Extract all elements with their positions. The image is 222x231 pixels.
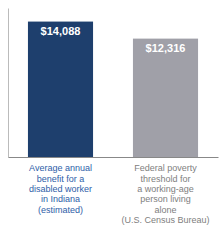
y-axis-line (8, 9, 9, 158)
data-labels: $14,088 $12,316 (41, 25, 186, 54)
x-tick: Federal povertythreshold fora working-ag… (121, 157, 209, 225)
data-label: $14,088 (41, 25, 81, 37)
data-label: $12,316 (146, 42, 186, 54)
x-tick-label: Federal povertythreshold fora working-ag… (121, 163, 209, 225)
x-tick-label-line: benefit for a (37, 174, 85, 184)
x-axis: Average annualbenefit for adisabled work… (9, 157, 219, 225)
x-tick-label-line: a working-age (137, 184, 194, 194)
x-axis-line (9, 157, 219, 158)
bar (28, 22, 93, 157)
x-tick-label-line: (estimated) (38, 205, 83, 215)
x-tick-label: Average annualbenefit for adisabled work… (29, 163, 92, 214)
x-tick-label-line: person living (140, 194, 191, 204)
bar (133, 39, 198, 157)
plot: Average annualbenefit for adisabled work… (9, 9, 219, 226)
x-tick-label-line: (U.S. Census Bureau) (121, 215, 209, 225)
x-tick-label-line: disabled worker (29, 184, 92, 194)
x-tick: Average annualbenefit for adisabled work… (29, 157, 92, 215)
y-axis (8, 9, 9, 158)
x-tick-label-line: Federal poverty (134, 163, 197, 173)
x-tick-label-line: Average annual (29, 163, 92, 173)
chart: Average annualbenefit for adisabled work… (0, 0, 222, 231)
x-tick-label-line: alone (154, 205, 176, 215)
x-tick-label-line: in Indiana (41, 194, 80, 204)
bars (28, 22, 198, 157)
x-tick-label-line: threshold for (140, 174, 190, 184)
